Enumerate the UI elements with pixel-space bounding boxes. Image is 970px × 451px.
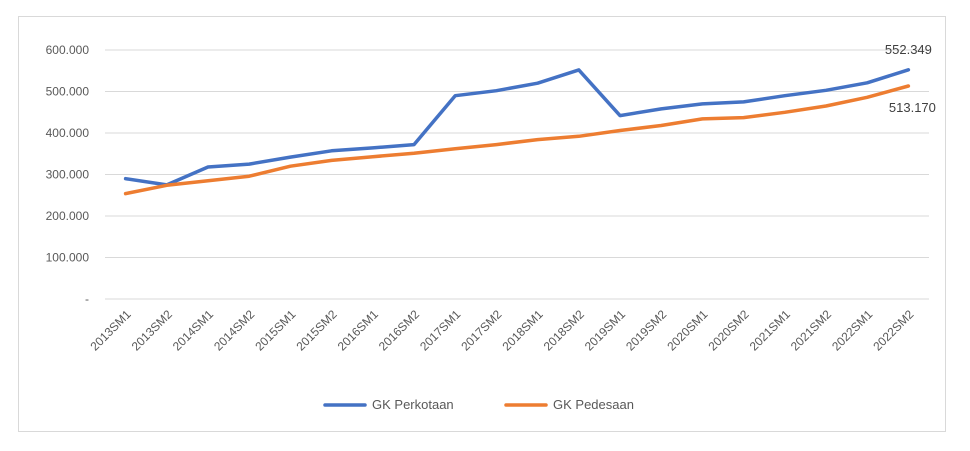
x-tick-label: 2015SM2 (293, 307, 339, 353)
x-tick-label: 2014SM2 (211, 307, 257, 353)
x-tick-label: 2016SM1 (335, 307, 381, 353)
x-tick-label: 2021SM2 (788, 307, 834, 353)
x-tick-label: 2022SM1 (829, 307, 875, 353)
x-tick-label: 2017SM2 (458, 307, 504, 353)
data-label: 552.349 (885, 42, 932, 57)
y-tick-label: 400.000 (46, 126, 90, 140)
x-tick-label: 2016SM2 (376, 307, 422, 353)
x-tick-label: 2019SM1 (582, 307, 628, 353)
y-tick-label: 100.000 (46, 251, 90, 265)
y-tick-label: 200.000 (46, 209, 90, 223)
data-label: 513.170 (889, 100, 936, 115)
x-tick-label: 2014SM1 (170, 307, 216, 353)
y-tick-label: 500.000 (46, 85, 90, 99)
x-tick-label: 2020SM2 (705, 307, 751, 353)
x-tick-label: 2018SM1 (499, 307, 545, 353)
x-tick-label: 2018SM2 (541, 307, 587, 353)
legend-label: GK Pedesaan (553, 397, 634, 412)
y-tick-label: 600.000 (46, 43, 90, 57)
x-tick-label: 2013SM1 (87, 307, 133, 353)
series-lines (123, 68, 911, 196)
y-tick-label: 300.000 (46, 168, 90, 182)
x-tick-label: 2019SM2 (623, 307, 669, 353)
x-tick-label: 2013SM2 (129, 307, 175, 353)
chart-frame: - 100.000 200.000 300.000 400.000 500.000 600.… (18, 16, 946, 432)
y-axis-tick-labels: - 100.000 200.000 300.000 400.000 500.000 600.… (46, 43, 90, 306)
x-tick-label: 2022SM2 (870, 307, 916, 353)
data-labels: 552.349 513.170 (885, 42, 936, 115)
x-tick-label: 2021SM1 (747, 307, 793, 353)
series-line-gk-pedesaan (123, 84, 911, 196)
legend: GK Perkotaan GK Pedesaan (323, 397, 634, 412)
x-tick-label: 2015SM1 (252, 307, 298, 353)
x-axis-tick-labels: 2013SM12013SM22014SM12014SM22015SM12015S… (87, 307, 916, 353)
x-tick-label: 2017SM1 (417, 307, 463, 353)
line-chart: - 100.000 200.000 300.000 400.000 500.000 600.… (46, 42, 936, 412)
legend-label: GK Perkotaan (372, 397, 454, 412)
y-tick-label: - (85, 292, 89, 306)
series-line-gk-perkotaan (123, 68, 911, 187)
gridlines (105, 49, 929, 300)
x-tick-label: 2020SM1 (664, 307, 710, 353)
